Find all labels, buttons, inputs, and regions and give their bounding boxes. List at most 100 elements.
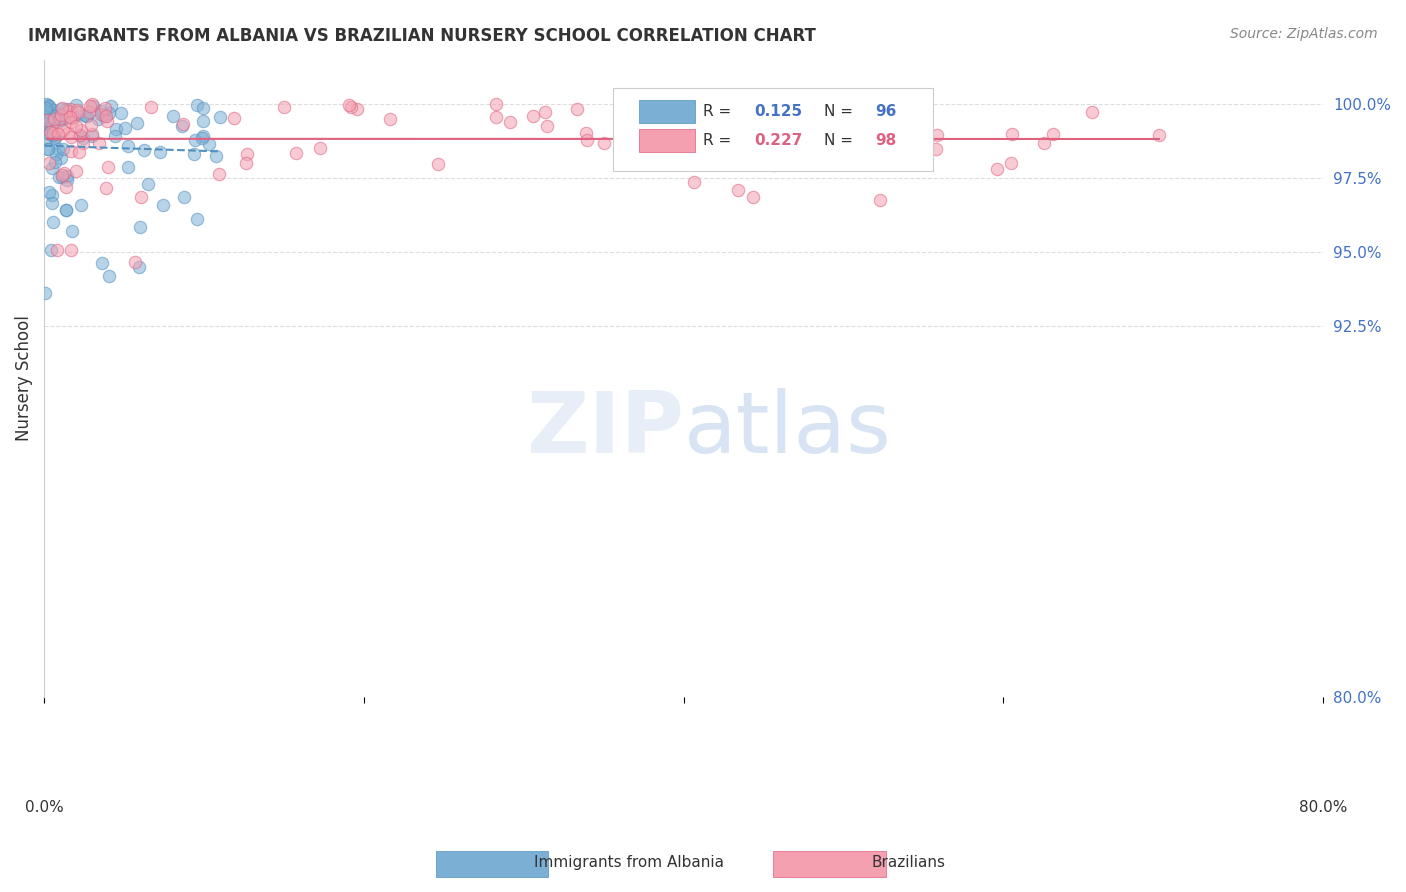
Point xyxy=(56,126,79,140)
Point xyxy=(60,111,83,125)
FancyBboxPatch shape xyxy=(638,129,695,152)
Point xyxy=(128,260,150,274)
Point xyxy=(82,128,104,143)
Point xyxy=(110,106,132,120)
Point xyxy=(340,100,363,114)
Point xyxy=(35,103,58,118)
Point xyxy=(485,97,508,112)
Point xyxy=(35,112,58,127)
Point xyxy=(208,111,231,125)
Point xyxy=(724,127,747,141)
Point xyxy=(94,181,117,195)
Point xyxy=(79,105,101,120)
Point xyxy=(55,102,77,116)
Point xyxy=(37,98,59,112)
Point xyxy=(44,131,66,145)
Point xyxy=(575,133,598,147)
Point xyxy=(59,110,82,124)
Text: 0.227: 0.227 xyxy=(754,133,803,148)
Point xyxy=(59,129,82,144)
Point xyxy=(856,136,879,151)
FancyBboxPatch shape xyxy=(613,88,934,171)
Point xyxy=(51,101,73,115)
Point xyxy=(42,103,65,117)
Point xyxy=(72,131,94,145)
Point xyxy=(925,128,948,142)
Point xyxy=(38,112,60,127)
Point xyxy=(59,110,82,124)
Point xyxy=(45,244,67,258)
Point xyxy=(39,125,62,139)
Point xyxy=(37,129,59,144)
Point xyxy=(42,109,65,123)
Point xyxy=(55,179,77,194)
Point xyxy=(846,101,869,115)
Point xyxy=(1032,136,1054,150)
Point xyxy=(128,219,150,234)
Text: Immigrants from Albania: Immigrants from Albania xyxy=(534,855,724,870)
Point xyxy=(835,139,858,153)
Point xyxy=(762,114,785,128)
Point xyxy=(45,122,67,136)
Point xyxy=(51,169,73,183)
Point xyxy=(52,112,75,126)
Point xyxy=(522,109,544,123)
Text: 0.125: 0.125 xyxy=(754,104,803,120)
Point xyxy=(79,99,101,113)
Point xyxy=(186,97,208,112)
Point xyxy=(90,107,112,121)
Point xyxy=(76,109,98,123)
Point xyxy=(1001,127,1024,141)
Y-axis label: Nursery School: Nursery School xyxy=(15,315,32,441)
Point xyxy=(755,118,778,132)
Text: Brazilians: Brazilians xyxy=(872,855,946,870)
Point xyxy=(44,130,66,145)
Point xyxy=(75,109,97,123)
Point xyxy=(46,127,69,141)
Point xyxy=(55,109,77,123)
Point xyxy=(186,212,208,227)
Point xyxy=(190,130,212,145)
Point xyxy=(236,146,259,161)
Point xyxy=(346,102,368,116)
Point xyxy=(73,108,96,122)
Point xyxy=(485,110,508,124)
FancyBboxPatch shape xyxy=(773,851,886,877)
Point xyxy=(58,103,80,118)
Point xyxy=(34,121,56,136)
Point xyxy=(839,148,862,162)
Point xyxy=(208,167,231,181)
Point xyxy=(46,142,69,156)
Point xyxy=(1080,105,1102,120)
Point xyxy=(46,114,69,128)
Point xyxy=(96,114,118,128)
Point xyxy=(42,126,65,140)
Point xyxy=(38,155,60,169)
Point xyxy=(42,215,65,229)
Point xyxy=(869,193,891,207)
Point xyxy=(534,105,557,120)
Point xyxy=(98,268,121,283)
Point xyxy=(97,105,120,120)
FancyBboxPatch shape xyxy=(638,101,695,123)
Text: R =: R = xyxy=(703,104,735,120)
Point xyxy=(90,103,112,118)
Text: ZIP: ZIP xyxy=(526,388,683,471)
Point xyxy=(60,224,83,238)
Point xyxy=(124,255,146,269)
Point xyxy=(97,160,120,174)
Point xyxy=(80,119,103,133)
Point xyxy=(35,97,58,112)
Point xyxy=(69,128,91,142)
Point xyxy=(235,155,257,169)
Point xyxy=(34,285,56,300)
Text: Source: ZipAtlas.com: Source: ZipAtlas.com xyxy=(1230,27,1378,41)
Point xyxy=(45,146,67,161)
Point xyxy=(593,136,616,150)
Point xyxy=(183,147,205,161)
Point xyxy=(59,102,82,116)
Point xyxy=(193,114,215,128)
Point xyxy=(41,117,63,131)
Point xyxy=(38,101,60,115)
Point xyxy=(94,109,117,123)
